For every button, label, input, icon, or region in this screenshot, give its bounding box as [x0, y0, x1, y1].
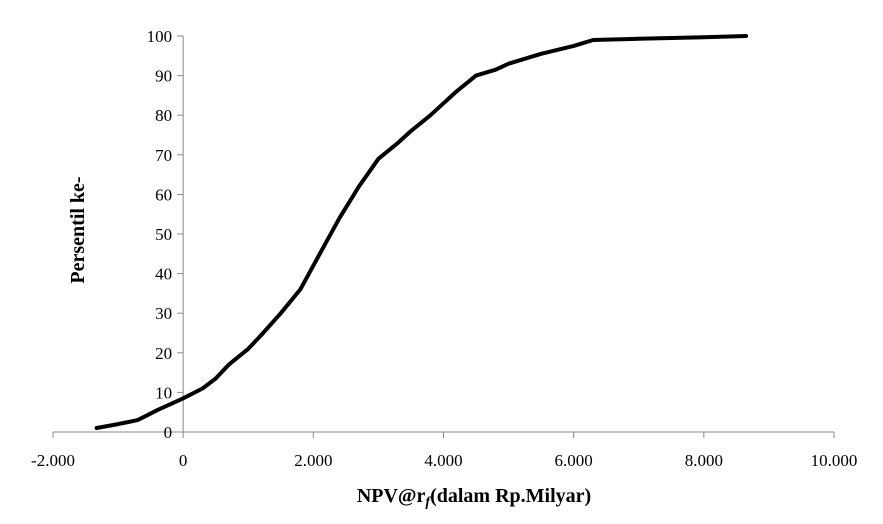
y-tick-label: 20	[155, 344, 172, 363]
y-tick-label: 50	[155, 225, 172, 244]
y-tick-label: 80	[155, 106, 172, 125]
y-axis-ticks: 0 10 20 30 40 50 60 70 80 90 100	[147, 27, 184, 442]
y-tick-label: 60	[155, 185, 172, 204]
x-tick-label: 0	[179, 451, 188, 470]
y-tick-label: 40	[155, 265, 172, 284]
y-tick-label: 0	[164, 423, 173, 442]
x-tick-label: -2.000	[31, 451, 75, 470]
x-tick-label: 10.000	[811, 451, 858, 470]
y-tick-label: 100	[147, 27, 173, 46]
x-tick-label: 2.000	[294, 451, 332, 470]
y-axis-title: Persentil ke-	[67, 176, 89, 283]
x-tick-label: 8.000	[685, 451, 723, 470]
x-axis-title-subscript: f	[425, 495, 431, 510]
series-layer	[94, 34, 749, 430]
y-tick-label: 30	[155, 304, 172, 323]
x-axis-title-suffix: (dalam Rp.Milyar)	[430, 485, 591, 507]
x-tick-label: 6.000	[555, 451, 593, 470]
x-axis-ticks: -2.000 0 2.000 4.000 6.000 8.000 10.000	[31, 432, 857, 470]
series-line	[94, 34, 749, 430]
y-tick-label: 70	[155, 146, 172, 165]
x-axis-title-main: NPV@r	[357, 485, 426, 507]
x-tick-label: 4.000	[424, 451, 462, 470]
y-tick-label: 90	[155, 67, 172, 86]
x-axis-title: NPV@rf(dalam Rp.Milyar)	[357, 485, 591, 510]
y-tick-label: 10	[155, 383, 172, 402]
